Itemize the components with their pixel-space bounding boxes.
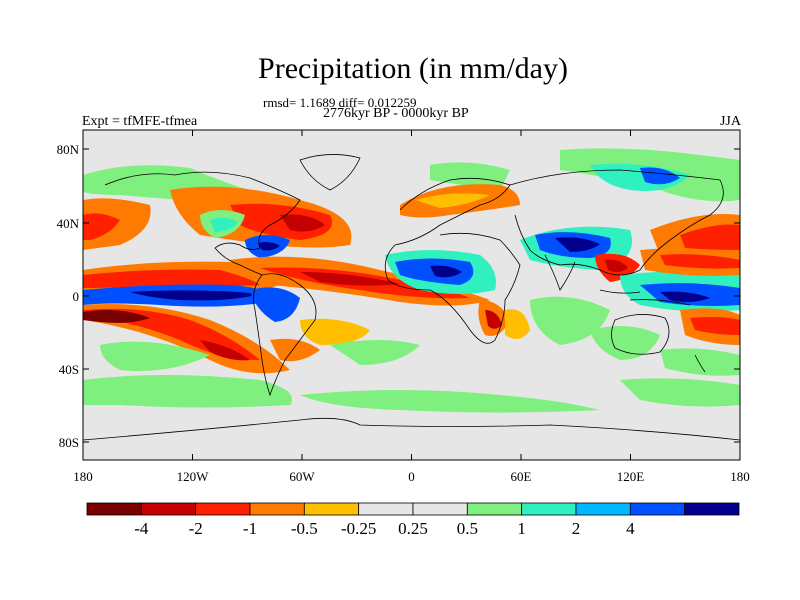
colorbar-box — [140, 502, 197, 516]
plot-title: Precipitation (in mm/day) — [258, 52, 568, 85]
colorbar-label: -4 — [134, 519, 149, 538]
lon-tick-label: 60E — [511, 469, 532, 484]
latitude-axis: 80N 40N 0 40S 80S — [57, 142, 740, 450]
colorbar-box — [249, 502, 305, 516]
lat-tick-label: 40S — [59, 362, 79, 377]
lat-tick-label: 80N — [57, 142, 80, 157]
colorbar-box — [521, 502, 577, 516]
coastlines — [83, 154, 740, 441]
lat-tick-label: 80S — [59, 435, 79, 450]
colorbar-label: 1 — [517, 519, 526, 538]
colorbar-label: -1 — [243, 519, 257, 538]
colorbar-box — [412, 502, 468, 516]
lat-tick-label: 40N — [57, 216, 80, 231]
colorbar-label: 2 — [572, 519, 581, 538]
colorbar-label: 0.25 — [398, 519, 428, 538]
colorbar-box — [86, 502, 142, 516]
lon-tick-label: 180 — [73, 469, 93, 484]
colorbar-label: -0.25 — [341, 519, 376, 538]
lon-tick-label: 0 — [408, 469, 415, 484]
colorbar-box — [303, 502, 360, 516]
colorbar-label: -0.5 — [291, 519, 318, 538]
period-line: 2776kyr BP - 0000kyr BP — [323, 106, 469, 121]
colorbar: -4 -2 -1 -0.5 -0.25 0.25 0.5 1 2 4 — [86, 502, 740, 538]
colorbar-box — [466, 502, 523, 516]
longitude-axis: 180 120W 60W 0 60E 120E 180 — [73, 130, 750, 484]
season-label: JJA — [719, 114, 741, 129]
colorbar-label: 4 — [626, 519, 635, 538]
lon-tick-label: 60W — [289, 469, 315, 484]
colorbar-box — [358, 502, 414, 516]
lon-tick-label: 180 — [730, 469, 750, 484]
experiment-label: Expt = tfMFE-tfmea — [82, 114, 198, 129]
lon-tick-label: 120E — [617, 469, 645, 484]
lon-tick-label: 120W — [177, 469, 210, 484]
precipitation-field — [83, 130, 740, 460]
colorbar-box — [629, 502, 686, 516]
colorbar-box — [684, 502, 740, 516]
colorbar-label: -2 — [189, 519, 203, 538]
colorbar-box — [575, 502, 631, 516]
colorbar-box — [195, 502, 251, 516]
lat-tick-label: 0 — [73, 289, 80, 304]
stats-line: rmsd= 1.1689 diff= 0.012259 — [263, 95, 417, 110]
colorbar-label: 0.5 — [457, 519, 478, 538]
